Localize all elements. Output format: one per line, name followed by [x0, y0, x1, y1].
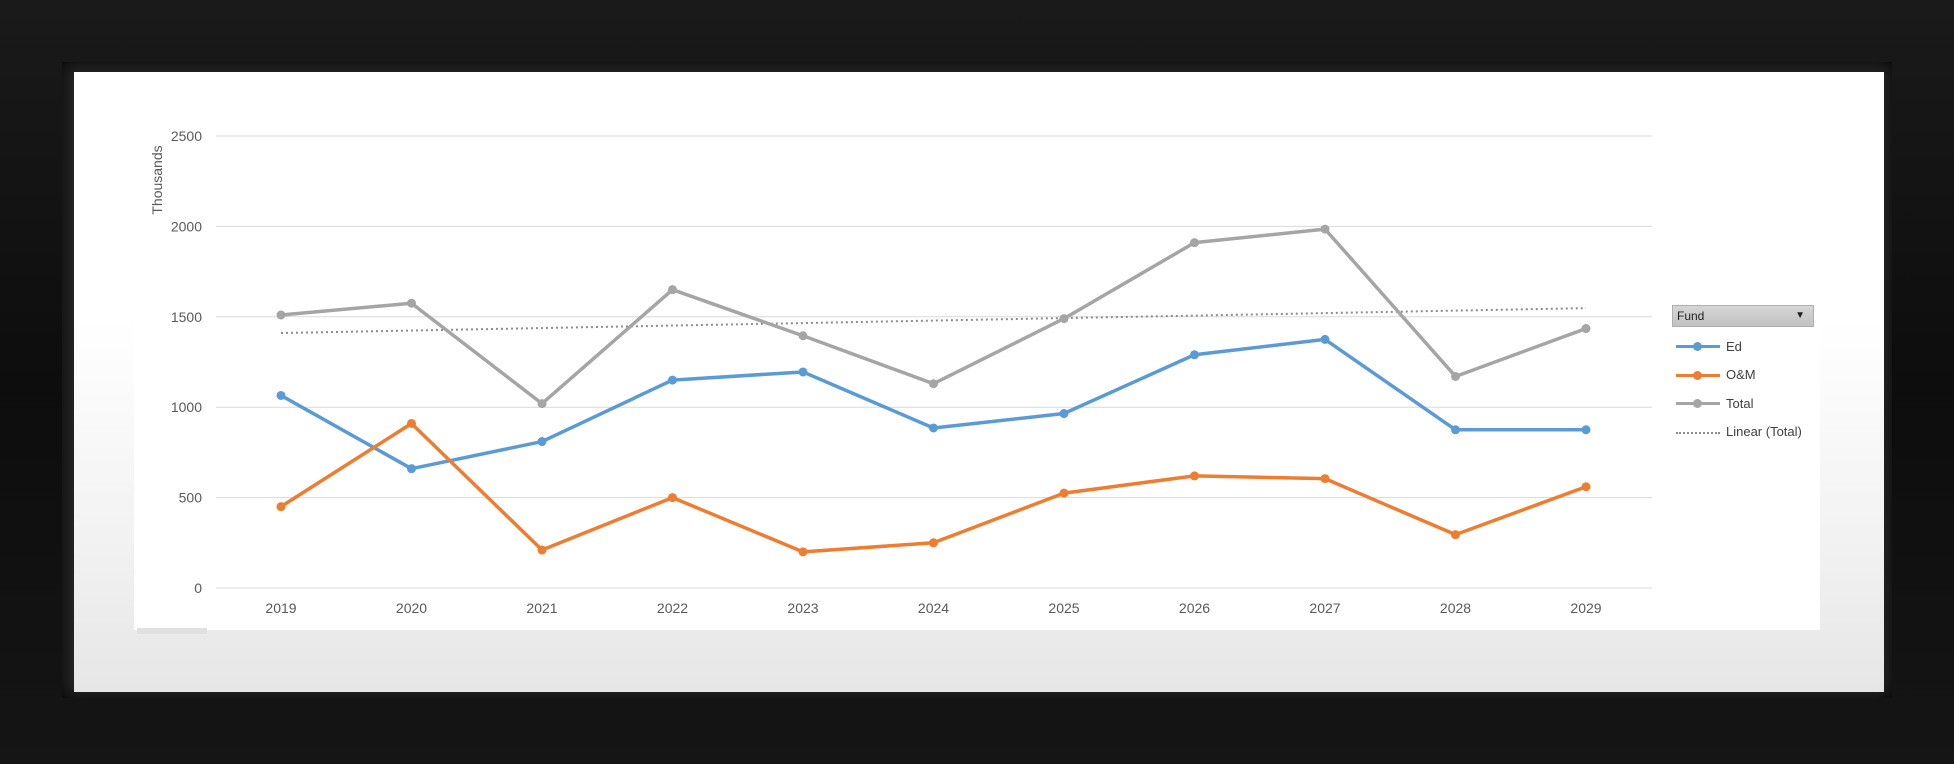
- data-point-ed-2027: [1320, 334, 1330, 344]
- data-point-ed-2028: [1451, 425, 1460, 435]
- data-point-ed-2019: [276, 390, 286, 400]
- x-tick-label-2020: 2020: [396, 600, 427, 616]
- y-axis-ticks: 0 500 1000 1500 2000 2500: [171, 128, 202, 596]
- data-point-total-2027: [1320, 224, 1330, 234]
- x-tick-label-2019: 2019: [265, 600, 296, 616]
- x-tick-label-2024: 2024: [918, 600, 949, 616]
- data-point-total-2022: [668, 285, 677, 295]
- x-tick-label-2028: 2028: [1440, 600, 1471, 616]
- data-point-total-2021: [537, 399, 547, 409]
- y-axis-label: Thousands: [149, 145, 165, 214]
- x-tick-label-2025: 2025: [1048, 600, 1079, 616]
- legend-label-total: Total: [1726, 395, 1754, 411]
- series-om: [276, 418, 1591, 557]
- legend-swatch-ed: [1676, 340, 1722, 352]
- legend: Ed O&M Total Linear (Total): [1676, 332, 1802, 446]
- chart-area[interactable]: [134, 108, 1820, 630]
- legend-item-total[interactable]: Total: [1676, 389, 1802, 418]
- legend-item-linear-total[interactable]: Linear (Total): [1676, 418, 1802, 447]
- legend-label-linear-total: Linear (Total): [1726, 424, 1802, 440]
- data-point-om-2025: [1059, 488, 1069, 498]
- legend-swatch-total: [1676, 397, 1722, 409]
- data-point-ed-2022: [668, 375, 677, 385]
- y-tick-label-1000: 1000: [171, 399, 202, 415]
- series-line-ed: [279, 337, 1588, 471]
- data-point-om-2026: [1190, 471, 1199, 481]
- y-tick-label-500: 500: [179, 490, 203, 506]
- data-point-ed-2029: [1581, 425, 1591, 435]
- data-point-ed-2024: [929, 423, 938, 433]
- x-tick-label-2026: 2026: [1179, 600, 1210, 616]
- data-point-om-2021: [537, 545, 547, 555]
- series-line-om: [279, 421, 1588, 554]
- data-point-om-2027: [1320, 474, 1330, 484]
- data-point-total-2019: [276, 310, 286, 320]
- data-point-om-2029: [1581, 482, 1591, 492]
- data-point-ed-2023: [798, 367, 808, 377]
- y-tick-label-2000: 2000: [171, 218, 202, 234]
- data-point-ed-2025: [1059, 409, 1069, 419]
- data-point-total-2029: [1581, 324, 1591, 334]
- legend-label-om: O&M: [1726, 367, 1756, 383]
- data-point-total-2026: [1190, 238, 1199, 248]
- legend-item-ed[interactable]: Ed: [1676, 332, 1802, 361]
- dropdown-arrow-icon[interactable]: ▼: [1795, 310, 1805, 321]
- data-point-om-2022: [668, 493, 677, 503]
- data-point-om-2023: [798, 547, 808, 557]
- data-point-total-2023: [798, 331, 808, 341]
- trendline-linear-total: [280, 307, 1587, 335]
- x-axis-ticks: 2019 2020 2021 2022 2023 2024 2025 2026 2027 2028…: [265, 600, 1601, 616]
- data-point-om-2020: [407, 418, 416, 428]
- series-group: [276, 224, 1591, 557]
- data-point-om-2028: [1451, 530, 1460, 540]
- data-point-om-2019: [276, 502, 286, 512]
- x-tick-label-2022: 2022: [657, 600, 688, 616]
- data-point-ed-2026: [1190, 350, 1199, 360]
- legend-filter-button[interactable]: Fund ▼: [1672, 305, 1814, 327]
- data-point-total-2020: [407, 298, 416, 308]
- data-point-total-2028: [1451, 371, 1460, 381]
- legend-title: Fund: [1677, 309, 1705, 323]
- x-tick-label-2029: 2029: [1570, 600, 1601, 616]
- y-tick-label-2500: 2500: [171, 128, 202, 144]
- x-tick-label-2021: 2021: [526, 600, 557, 616]
- x-tick-label-2023: 2023: [787, 600, 818, 616]
- legend-label-ed: Ed: [1726, 338, 1742, 354]
- data-point-ed-2021: [537, 437, 547, 447]
- data-point-ed-2020: [407, 464, 416, 474]
- data-point-total-2025: [1059, 314, 1069, 324]
- y-tick-label-1500: 1500: [171, 309, 202, 325]
- legend-item-om[interactable]: O&M: [1676, 361, 1802, 390]
- legend-swatch-om: [1676, 369, 1722, 381]
- y-tick-label-0: 0: [194, 580, 202, 596]
- data-point-total-2024: [929, 379, 938, 389]
- gridlines: [216, 135, 1652, 589]
- series-ed: [276, 334, 1591, 474]
- legend-swatch-trendline: [1676, 426, 1722, 438]
- sheet-tab: [137, 628, 207, 634]
- x-tick-label-2027: 2027: [1309, 600, 1340, 616]
- series-total: [276, 224, 1591, 409]
- data-point-om-2024: [929, 538, 938, 548]
- trendline: [280, 307, 1587, 335]
